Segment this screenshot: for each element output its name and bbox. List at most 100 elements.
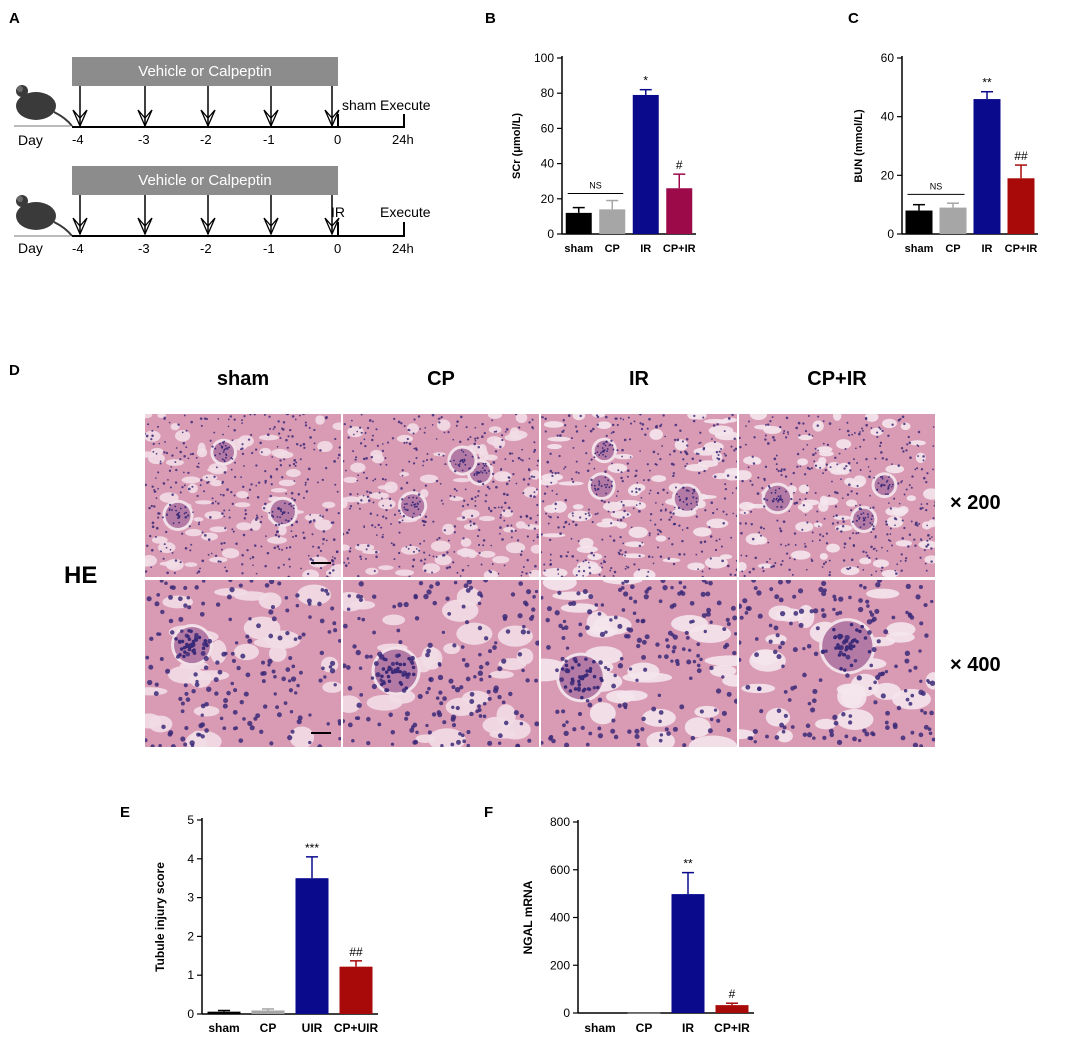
panel-label-a: A [9, 10, 20, 27]
tick-label: -2 [200, 132, 212, 147]
column-label-ir: IR [629, 368, 649, 390]
category-label: IR [682, 1021, 694, 1035]
y-axis-label: Tubule injury score [153, 862, 167, 972]
treatment-bar-label-2: Vehicle or Calpeptin [138, 172, 272, 189]
tick-label: -4 [72, 241, 84, 256]
y-tick-label: 600 [550, 863, 570, 877]
significance-label: *** [305, 841, 319, 855]
bar [671, 894, 705, 1013]
panel-label-f: F [484, 804, 494, 821]
panel-label-e: E [120, 804, 131, 821]
category-label: IR [640, 243, 651, 255]
event-label-sham: sham [342, 97, 376, 113]
bar [666, 188, 693, 234]
magnification-label-200: × 200 [950, 492, 1001, 514]
tick-label: 0 [334, 132, 341, 147]
significance-label: # [676, 158, 683, 172]
column-label-sham: sham [216, 368, 270, 390]
bar [905, 210, 933, 234]
tick-label: -3 [138, 241, 150, 256]
bar [295, 878, 329, 1014]
day-label-1: Day [18, 132, 43, 148]
mouse-icon-2 [14, 195, 73, 237]
column-label-cp: CP [427, 368, 455, 390]
bar [632, 94, 659, 235]
y-tick-label: 60 [881, 51, 895, 65]
category-label: CP+IR [1005, 243, 1038, 255]
tick-label: -4 [72, 132, 84, 147]
y-tick-label: 1 [187, 968, 194, 982]
timeline-diagram: Day -4 -3 -2 -1 0 24h sham Execute Day -… [14, 85, 431, 256]
category-label: sham [584, 1021, 615, 1035]
y-tick-label: 60 [541, 121, 555, 135]
y-tick-label: 40 [541, 157, 555, 171]
y-tick-label: 4 [187, 852, 194, 866]
micrograph-cp-ir-x400 [739, 580, 935, 747]
y-tick-label: 100 [534, 51, 554, 65]
injection-arrow [324, 195, 340, 236]
y-tick-label: 0 [887, 227, 894, 241]
injection-arrow [324, 86, 340, 128]
bar [599, 209, 626, 234]
category-label: CP+IR [714, 1021, 750, 1035]
column-label-cp-ir: CP+IR [807, 368, 867, 390]
bar [207, 1011, 241, 1014]
tick-label: -2 [200, 241, 212, 256]
panel-label-b: B [485, 10, 496, 27]
injection-arrow [72, 195, 88, 236]
category-label: CP [945, 243, 960, 255]
y-tick-label: 5 [187, 813, 194, 827]
tick-label: 24h [392, 241, 414, 256]
y-tick-label: 2 [187, 929, 194, 943]
injection-arrow [263, 195, 279, 236]
injection-arrows-2 [72, 195, 340, 236]
category-label: CP [260, 1021, 277, 1035]
tick-label: 0 [334, 241, 341, 256]
event-label-ir: IR [331, 204, 345, 220]
micrograph-cp-x400 [343, 580, 539, 747]
tick-label: -1 [263, 132, 275, 147]
injection-arrow [137, 195, 153, 236]
micrograph-sham-x200 [145, 414, 341, 577]
magnification-label-400: × 400 [950, 654, 1001, 676]
injection-arrow [137, 86, 153, 128]
bar [339, 966, 373, 1014]
significance-label: ** [683, 857, 693, 871]
bar [565, 212, 592, 234]
category-label: sham [564, 243, 593, 255]
category-label: CP [605, 243, 620, 255]
ns-label: NS [930, 181, 943, 191]
chart-scr: 0 20 40 60 80 100 SCr (μmol/L) sham CP * IR # CP+IR N… [511, 51, 696, 255]
tick-label: -3 [138, 132, 150, 147]
bar [251, 1010, 285, 1014]
bar [939, 207, 967, 234]
panel-label-c: C [848, 10, 859, 27]
y-axis-label: NGAL mRNA [521, 880, 535, 954]
panel-label-d: D [9, 362, 20, 379]
treatment-bar-label-1: Vehicle or Calpeptin [138, 63, 272, 80]
significance-label: # [729, 987, 736, 1001]
y-tick-label: 3 [187, 891, 194, 905]
execute-label-2: Execute [380, 204, 431, 220]
treatment-bar-1: Vehicle or Calpeptin [72, 57, 338, 86]
tick-label: -1 [263, 241, 275, 256]
stain-label-he: HE [64, 562, 98, 589]
category-label: CP [636, 1021, 653, 1035]
execute-label-1: Execute [380, 97, 431, 113]
y-tick-label: 0 [563, 1006, 570, 1020]
treatment-bar-2: Vehicle or Calpeptin [72, 166, 338, 195]
micrograph-sham-x400 [145, 580, 341, 747]
bar [583, 1012, 617, 1014]
y-axis-label: BUN (mmol/L) [853, 109, 865, 183]
category-label: sham [905, 243, 934, 255]
micrograph-ir-x200 [541, 414, 737, 577]
y-axis-label: SCr (μmol/L) [511, 113, 523, 179]
micrograph-ir-x400 [541, 580, 737, 747]
injection-arrow [263, 86, 279, 128]
y-tick-label: 400 [550, 911, 570, 925]
injection-arrow [72, 86, 88, 128]
ns-label: NS [589, 181, 602, 191]
injection-arrows-1 [72, 86, 340, 128]
category-label: CP+IR [663, 243, 696, 255]
y-tick-label: 80 [541, 86, 555, 100]
